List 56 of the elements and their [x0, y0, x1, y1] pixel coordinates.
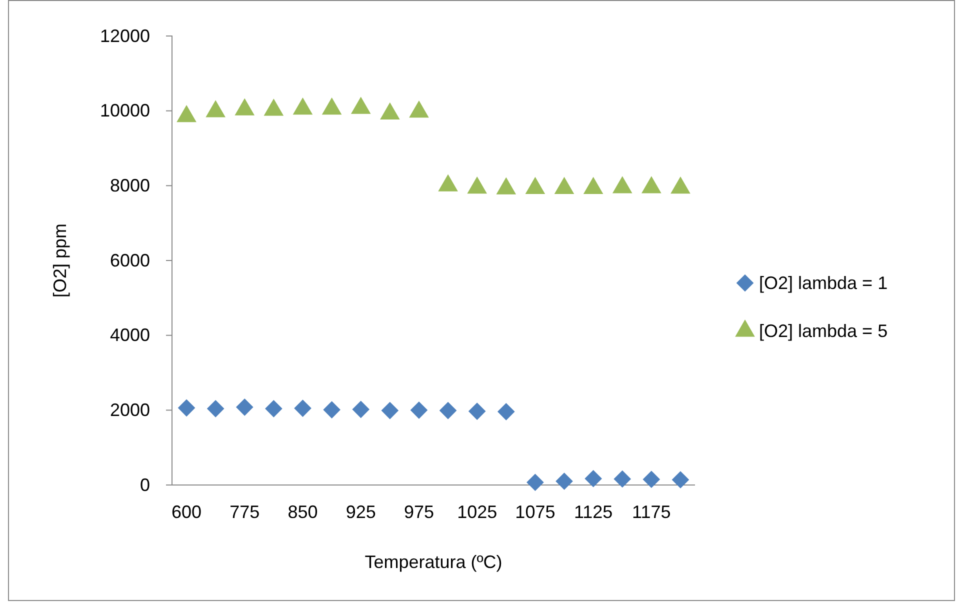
point — [438, 174, 458, 192]
y-tick-label: 4000 — [110, 325, 150, 346]
point — [497, 403, 515, 420]
point — [206, 100, 226, 118]
point — [554, 176, 574, 194]
x-tick-label: 925 — [346, 502, 376, 522]
y-tick-label: 10000 — [100, 100, 150, 121]
x-tick-label: 775 — [230, 502, 260, 522]
x-tick-label: 850 — [288, 502, 318, 522]
x-tick-label: 1125 — [574, 502, 613, 522]
point — [323, 401, 340, 418]
point — [352, 400, 370, 418]
point — [236, 398, 254, 416]
x-tick-label: 1025 — [457, 502, 498, 522]
y-tick-label: 8000 — [110, 175, 150, 196]
point — [294, 400, 312, 417]
point — [614, 470, 632, 488]
point — [380, 102, 400, 120]
point — [410, 402, 428, 419]
point — [350, 96, 371, 114]
point — [265, 400, 282, 418]
y-axis-title: [O2] ppm — [50, 223, 70, 298]
x-tick-label: 1075 — [515, 502, 556, 522]
legend-label: [O2] lambda = 1 — [759, 273, 888, 293]
point — [642, 176, 662, 194]
point — [234, 98, 255, 116]
point — [525, 176, 546, 194]
y-tick-label: 6000 — [110, 250, 150, 270]
x-tick-label: 600 — [172, 502, 202, 522]
legend-label: [O2] lambda = 5 — [759, 321, 888, 341]
point — [583, 176, 604, 194]
point — [439, 402, 457, 420]
point — [178, 399, 196, 417]
point — [468, 402, 486, 420]
point — [496, 177, 516, 194]
point — [556, 472, 573, 490]
point — [584, 470, 602, 488]
point — [322, 98, 342, 115]
point — [526, 474, 544, 492]
point — [467, 176, 487, 194]
point — [206, 400, 224, 418]
point — [642, 470, 660, 488]
x-tick-label: 1175 — [632, 502, 671, 522]
y-tick-label: 12000 — [100, 26, 150, 46]
point — [292, 98, 313, 115]
point — [612, 176, 632, 194]
y-tick-label: 0 — [140, 474, 150, 495]
point — [672, 471, 690, 488]
x-tick-label: 975 — [404, 502, 434, 522]
x-axis-title: Temperatura (ºC) — [364, 552, 502, 572]
y-tick-label: 2000 — [110, 400, 150, 420]
point — [409, 100, 429, 118]
point — [381, 402, 399, 420]
point — [176, 105, 196, 122]
point — [264, 98, 284, 116]
point — [670, 176, 690, 194]
